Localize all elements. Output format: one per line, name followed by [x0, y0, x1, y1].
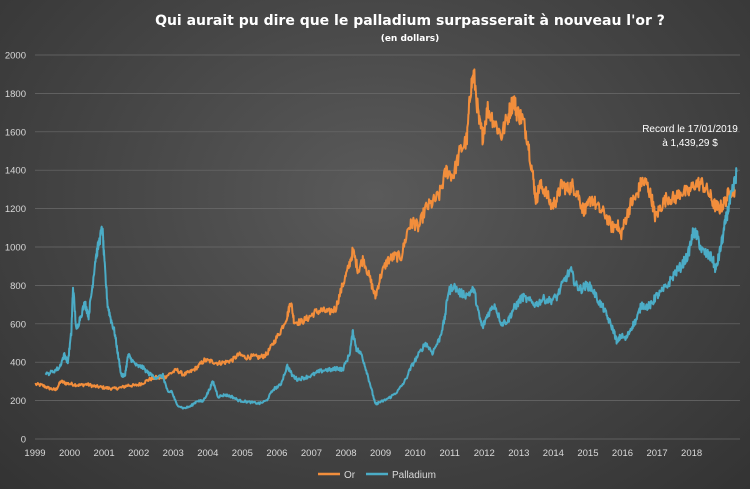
x-tick-label: 2001 [94, 448, 115, 459]
x-tick-label: 2012 [474, 448, 495, 459]
y-tick-label: 1600 [5, 127, 26, 138]
y-tick-label: 800 [10, 281, 26, 292]
grid-lines [35, 54, 740, 440]
y-tick-label: 400 [10, 358, 26, 369]
x-tick-label: 2009 [370, 448, 391, 459]
x-tick-label: 2004 [197, 448, 218, 459]
y-tick-label: 1400 [5, 166, 26, 177]
x-tick-label: 2002 [128, 448, 149, 459]
series-line-palladium [44, 167, 738, 410]
x-tick-label: 2017 [646, 448, 667, 459]
series-line-or [34, 68, 736, 392]
x-tick-label: 2013 [508, 448, 529, 459]
x-tick-label: 2018 [681, 448, 702, 459]
x-tick-label: 2005 [232, 448, 253, 459]
x-tick-label: 2016 [612, 448, 633, 459]
x-tick-label: 2011 [439, 448, 459, 459]
annotation-line-1: Record le 17/01/2019 [642, 124, 738, 135]
x-axis: 1999 2000 2001 2002 2003 2004 2005 2006 2007 2008… [24, 448, 702, 459]
y-axis: 0 200 400 600 800 1000 1200 1400 1600 1800 2000 [5, 51, 26, 446]
legend-label-palladium: Palladium [392, 470, 436, 481]
x-tick-label: 2010 [405, 448, 426, 459]
y-tick-label: 1800 [5, 89, 26, 100]
legend: Or Palladium [318, 470, 436, 481]
y-tick-label: 600 [10, 319, 26, 330]
x-tick-label: 2007 [301, 448, 322, 459]
y-tick-label: 200 [10, 396, 26, 407]
legend-label-or: Or [344, 470, 356, 481]
plot-area [34, 68, 738, 410]
x-tick-label: 2000 [59, 448, 80, 459]
x-tick-label: 2003 [163, 448, 184, 459]
y-tick-label: 1200 [5, 204, 26, 215]
x-tick-label: 2015 [577, 448, 598, 459]
y-tick-label: 1000 [5, 243, 26, 254]
chart-subtitle: (en dollars) [381, 34, 440, 44]
y-tick-label: 2000 [5, 51, 26, 62]
x-tick-label: 2008 [335, 448, 356, 459]
annotation-line-2: à 1,439,29 $ [662, 138, 718, 149]
y-tick-label: 0 [21, 435, 26, 446]
annotation-record: Record le 17/01/2019 à 1,439,29 $ [642, 124, 738, 149]
x-tick-label: 1999 [24, 448, 45, 459]
x-tick-label: 2014 [543, 448, 564, 459]
x-tick-label: 2006 [266, 448, 287, 459]
chart-title: Qui aurait pu dire que le palladium surp… [155, 13, 665, 29]
